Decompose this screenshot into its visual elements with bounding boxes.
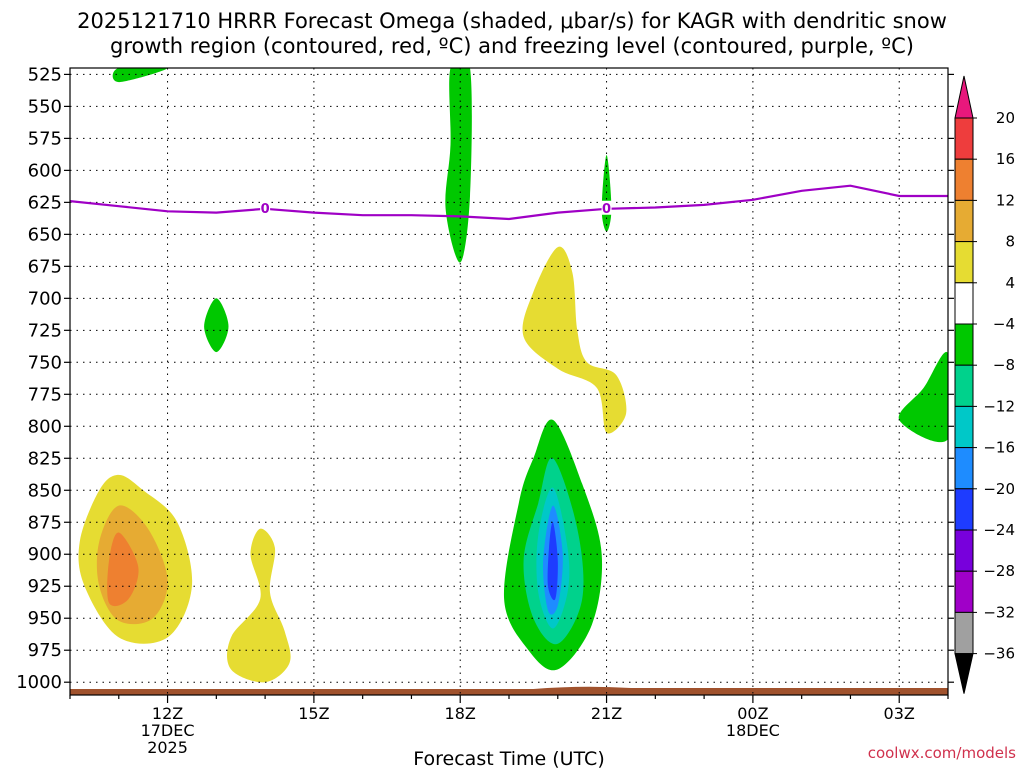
- omega-down-left-core: [107, 532, 139, 607]
- grid-lines: [70, 68, 948, 695]
- ground-fill: [70, 686, 948, 695]
- colorbar-bin-9: [954, 447, 974, 490]
- colorbar-bin-4: [954, 241, 974, 284]
- colorbar-bin-top: [954, 75, 974, 119]
- freezing-label-bg-0: [260, 200, 271, 215]
- y-axis-ticks: 525 550 575 600 625 650 675 700 725 750 775 800 825 8…: [16, 64, 954, 693]
- colorbar-bin-12: [954, 570, 974, 613]
- freezing-level-label-0: 0: [261, 202, 270, 217]
- colorbar-bin-7: [954, 364, 974, 407]
- colorbar-bin-6: [954, 323, 974, 366]
- colorbar-label-5: −4: [993, 315, 1015, 333]
- y-tick-label-925: 925: [28, 576, 62, 597]
- y-tick-label-875: 875: [28, 512, 62, 533]
- credit-text: coolwx.com/models: [868, 744, 1016, 762]
- x-tick-label-12Z: 12Z: [152, 704, 183, 723]
- colorbar-label-10: −24: [983, 521, 1015, 539]
- colorbar-bin-13: [954, 611, 974, 655]
- colorbar-bin-1: [954, 117, 974, 160]
- y-tick-label-525: 525: [28, 64, 62, 85]
- y-tick-label-650: 650: [28, 224, 62, 245]
- y-tick-label-850: 850: [28, 480, 62, 501]
- colorbar-label-6: −8: [993, 356, 1015, 374]
- omega-up-spike-18z: [445, 68, 472, 263]
- y-tick-label-1000: 1000: [16, 672, 62, 693]
- omega-up-right-edge: [898, 351, 948, 443]
- y-tick-label-600: 600: [28, 160, 62, 181]
- y-tick-label-825: 825: [28, 448, 62, 469]
- x-tick-sub2-12Z: 2025: [147, 738, 188, 757]
- y-tick-label-675: 675: [28, 256, 62, 277]
- colorbar-label-1: 16: [996, 150, 1015, 168]
- colorbar-label-3: 8: [1005, 233, 1015, 251]
- colorbar: 20 16 12 8 4 −4 −8 −12 −16 −20 −24 −28 −32 −36: [954, 75, 1015, 694]
- y-tick-label-725: 725: [28, 320, 62, 341]
- y-tick-label-700: 700: [28, 288, 62, 309]
- x-tick-label-03Z: 03Z: [884, 704, 915, 723]
- colorbar-label-13: −36: [983, 645, 1015, 663]
- colorbar-label-2: 12: [996, 191, 1015, 209]
- x-tick-label-21Z: 21Z: [591, 704, 622, 723]
- omega-up-small-13z: [204, 298, 229, 353]
- colorbar-bin-10: [954, 488, 974, 531]
- x-tick-label-18Z: 18Z: [445, 704, 476, 723]
- omega-regions: [78, 68, 948, 683]
- chart-title-line1: 2025121710 HRRR Forecast Omega (shaded, …: [77, 9, 947, 33]
- freezing-label-bg-1: [601, 200, 612, 215]
- y-tick-label-625: 625: [28, 192, 62, 213]
- colorbar-label-8: −16: [983, 439, 1015, 457]
- y-tick-label-800: 800: [28, 416, 62, 437]
- y-tick-label-775: 775: [28, 384, 62, 405]
- omega-up-top-left: [112, 68, 168, 83]
- x-tick-sub1-12Z: 17DEC: [141, 721, 195, 740]
- y-tick-label-750: 750: [28, 352, 62, 373]
- colorbar-label-9: −20: [983, 480, 1015, 498]
- colorbar-bin-3: [954, 199, 974, 243]
- ground-surface: [70, 686, 948, 695]
- y-tick-label-900: 900: [28, 544, 62, 565]
- colorbar-label-0: 20: [996, 109, 1015, 127]
- colorbar-bin-2: [954, 158, 974, 201]
- colorbar-label-7: −12: [983, 397, 1015, 415]
- omega-down-small-lower: [227, 528, 291, 683]
- x-tick-sub1-00Z: 18DEC: [726, 721, 780, 740]
- colorbar-bin-bottom: [954, 653, 974, 694]
- colorbar-label-12: −32: [983, 603, 1015, 621]
- colorbar-bin-8: [954, 405, 974, 449]
- y-tick-label-550: 550: [28, 96, 62, 117]
- freezing-level-line: [70, 184, 948, 221]
- colorbar-label-4: 4: [1005, 274, 1015, 292]
- omega-down-mid: [522, 246, 627, 434]
- omega-up-core-darkblue: [547, 522, 558, 601]
- chart-title-line2: growth region (contoured, red, ºC) and f…: [110, 34, 914, 58]
- colorbar-bin-5: [954, 282, 974, 325]
- y-tick-label-975: 975: [28, 640, 62, 661]
- y-tick-label-950: 950: [28, 608, 62, 629]
- x-tick-label-15Z: 15Z: [298, 704, 329, 723]
- x-axis-label: Forecast Time (UTC): [413, 748, 604, 768]
- colorbar-label-11: −28: [983, 562, 1015, 580]
- x-tick-label-00Z: 00Z: [737, 704, 768, 723]
- colorbar-bin-11: [954, 529, 974, 572]
- freezing-level-label-1: 0: [602, 202, 611, 217]
- y-tick-label-575: 575: [28, 128, 62, 149]
